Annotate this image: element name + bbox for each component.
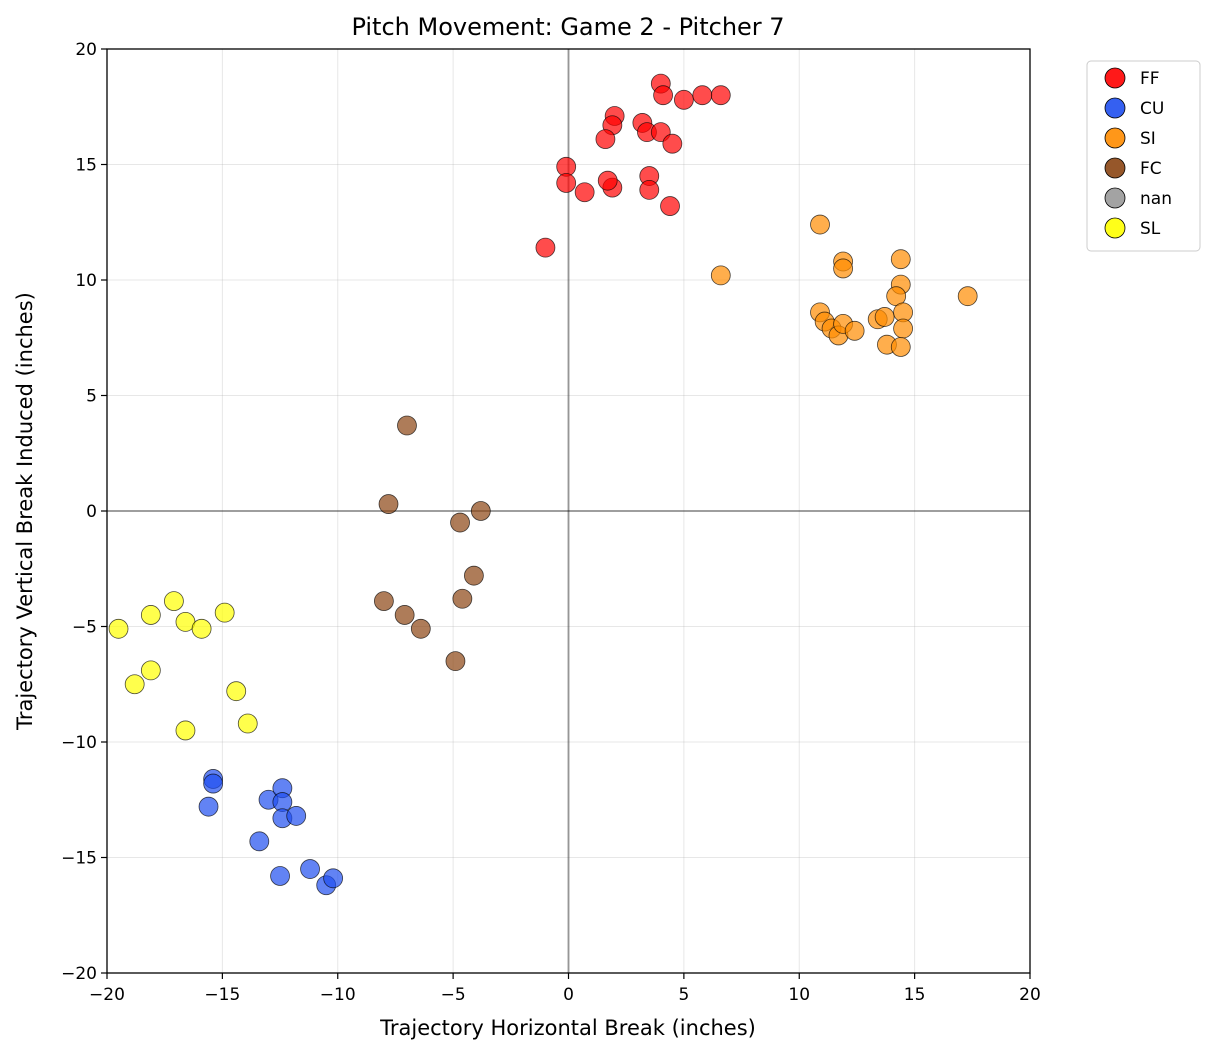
x-tick-label: −10	[320, 985, 356, 1005]
data-point-fc	[394, 605, 415, 625]
data-point-sl	[140, 660, 161, 681]
data-point-sl	[214, 602, 235, 623]
legend-label-si: SI	[1140, 129, 1156, 149]
x-axis-title: Trajectory Horizontal Break (inches)	[379, 1016, 756, 1040]
data-point-sl	[164, 591, 184, 611]
y-tick-label: 5	[86, 387, 97, 407]
data-points	[108, 73, 978, 896]
legend-label-ff: FF	[1140, 69, 1160, 89]
data-point-cu	[198, 796, 219, 817]
data-point-fc	[463, 565, 484, 586]
data-point-cu	[286, 806, 307, 826]
data-point-si	[833, 258, 853, 279]
data-point-sl	[140, 605, 161, 625]
x-tick-label: −15	[204, 985, 240, 1005]
data-point-cu	[270, 866, 290, 886]
legend-marker-nan	[1104, 187, 1126, 209]
data-point-fc	[410, 618, 431, 639]
y-axis-title: Trajectory Vertical Break Induced (inche…	[13, 292, 37, 731]
x-tick-label: 10	[788, 985, 810, 1005]
x-tick-label: 15	[904, 985, 926, 1005]
data-point-cu	[323, 868, 344, 889]
data-point-cu	[203, 773, 224, 794]
legend-label-fc: FC	[1140, 159, 1162, 179]
data-point-fc	[445, 651, 466, 672]
data-point-ff	[653, 85, 674, 106]
data-point-ff	[710, 85, 731, 106]
data-point-fc	[378, 494, 399, 514]
data-point-sl	[108, 618, 129, 639]
legend-label-sl: SL	[1140, 219, 1161, 239]
chart-title: Pitch Movement: Game 2 - Pitcher 7	[351, 13, 784, 41]
y-tick-label: 0	[86, 502, 97, 522]
data-point-ff	[535, 237, 556, 258]
legend-label-nan: nan	[1140, 189, 1172, 209]
x-tick-label: 0	[563, 985, 574, 1005]
legend: FF CU SI FC nan SL	[1086, 60, 1201, 252]
data-point-ff	[639, 180, 660, 200]
data-point-sl	[237, 713, 258, 734]
legend-marker-si	[1104, 127, 1126, 149]
axis-ticks: −20 −15 −10 −5 0 5 10 15 20 −20 −15 −10 −5 0 5 10 15 20	[61, 40, 1041, 1005]
data-point-fc	[373, 591, 394, 611]
data-point-si	[957, 286, 978, 307]
data-point-cu	[300, 859, 320, 879]
data-point-fc	[452, 588, 473, 609]
legend-marker-ff	[1104, 67, 1126, 89]
data-point-sl	[175, 720, 196, 741]
x-tick-label: −5	[441, 985, 466, 1005]
y-tick-label: 15	[75, 156, 97, 176]
y-tick-label: −20	[61, 964, 97, 984]
data-point-si	[844, 320, 865, 341]
data-point-cu	[249, 831, 270, 852]
data-point-si	[890, 249, 911, 270]
legend-label-cu: CU	[1140, 99, 1164, 119]
data-point-sl	[124, 674, 145, 695]
data-point-ff	[673, 89, 694, 110]
data-point-ff	[597, 170, 618, 191]
data-point-ff	[692, 85, 713, 106]
data-point-si	[890, 337, 911, 357]
data-point-ff	[574, 182, 595, 203]
data-point-fc	[450, 512, 470, 533]
data-point-ff	[662, 133, 683, 154]
data-point-si	[710, 265, 731, 286]
data-point-sl	[191, 618, 212, 639]
reference-lines	[107, 49, 1030, 973]
y-tick-label: −15	[61, 849, 97, 869]
data-point-fc	[470, 501, 491, 521]
data-point-si	[893, 318, 913, 339]
y-tick-label: −10	[61, 733, 97, 753]
legend-marker-sl	[1104, 217, 1126, 239]
y-tick-label: 10	[75, 271, 97, 291]
legend-marker-cu	[1104, 97, 1126, 119]
legend-marker-fc	[1104, 157, 1126, 179]
data-point-sl	[226, 681, 247, 702]
data-point-si	[874, 307, 895, 327]
data-point-si	[810, 214, 830, 235]
x-tick-label: 20	[1019, 985, 1041, 1005]
data-point-ff	[595, 129, 616, 149]
x-tick-label: 5	[678, 985, 689, 1005]
data-point-ff	[660, 196, 680, 216]
x-tick-label: −20	[89, 985, 125, 1005]
data-point-fc	[397, 415, 417, 436]
data-point-ff	[556, 173, 577, 193]
y-tick-label: 20	[75, 40, 97, 60]
y-tick-label: −5	[72, 618, 97, 638]
